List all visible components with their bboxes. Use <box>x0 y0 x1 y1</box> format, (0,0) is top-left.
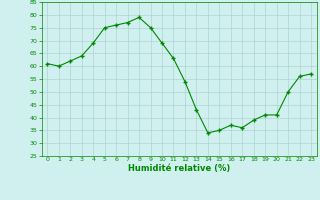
X-axis label: Humidité relative (%): Humidité relative (%) <box>128 164 230 173</box>
